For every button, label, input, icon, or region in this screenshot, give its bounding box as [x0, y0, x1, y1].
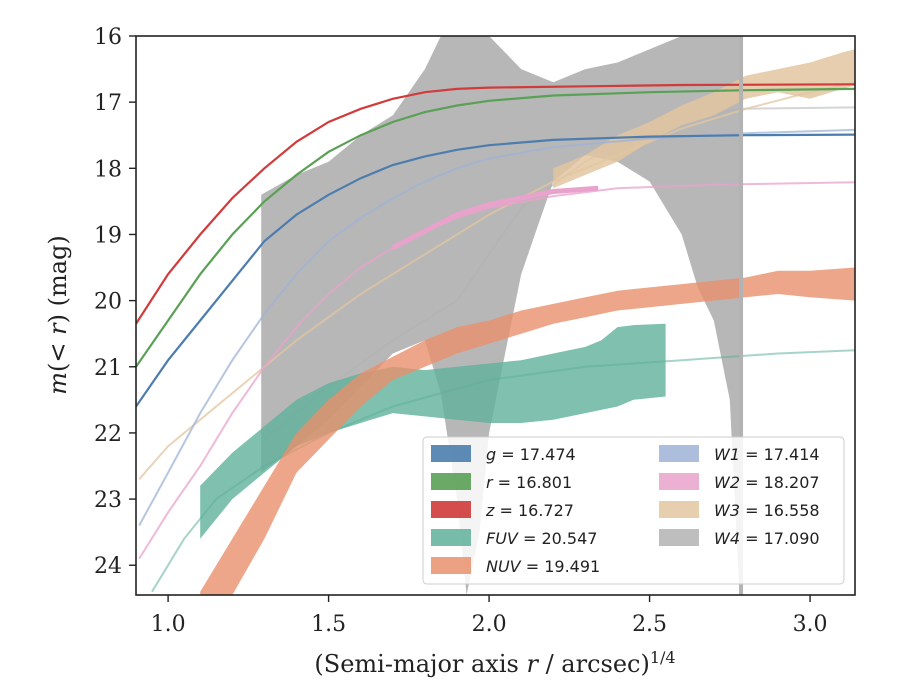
legend-swatch: [659, 501, 699, 518]
legend-label: g = 17.474: [486, 445, 576, 464]
axes: 1.0 1.5 2.0 2.5 3.0 16 17 18 19 20 21 22 23 24: [94, 25, 828, 637]
y-tick-label: 23: [94, 488, 122, 513]
line-g: [136, 133, 855, 408]
legend-item-g: g = 17.474: [431, 445, 576, 464]
legend-swatch: [431, 529, 471, 546]
legend-label: W1 = 17.414: [714, 445, 820, 464]
line-r: [136, 87, 855, 368]
series-fuv: [151, 323, 855, 593]
band-fuv: [200, 323, 666, 539]
legend-label: W4 = 17.090: [714, 529, 820, 548]
plot-area: [136, 36, 855, 595]
legend-swatch: [659, 445, 699, 462]
band-w4: [261, 36, 742, 595]
series-nuv: [200, 267, 855, 595]
series-r: [136, 87, 855, 368]
y-tick-label: 22: [94, 422, 122, 447]
legend-item-w3: W3 = 16.558: [659, 501, 820, 520]
line-w1: [138, 128, 855, 526]
x-axis-title: (Semi-major axis r / arcsec)1/4: [314, 648, 675, 679]
y-axis-title: m(< r) (mag): [44, 235, 72, 395]
legend-swatch: [659, 473, 699, 490]
series-g: [136, 133, 855, 408]
y-tick-label: 21: [94, 356, 122, 381]
legend-label: NUV = 19.491: [486, 557, 600, 576]
legend-swatch: [431, 473, 471, 490]
legend-label: W2 = 18.207: [714, 473, 820, 492]
y-tick-label: 16: [94, 25, 122, 50]
legend-label: r = 16.801: [486, 473, 572, 492]
legend: g = 17.474 r = 16.801 z = 16.727 FUV = 20.5…: [422, 436, 845, 585]
legend-box: [422, 436, 845, 585]
legend-item-w1: W1 = 17.414: [659, 445, 820, 464]
plot-frame: [135, 35, 856, 596]
legend-swatch: [431, 445, 471, 462]
series-w1: [138, 128, 855, 526]
x-tick-label: 1.0: [151, 612, 186, 637]
legend-item-nuv: NUV = 19.491: [431, 557, 600, 576]
segment-w2: [391, 185, 599, 250]
y-tick-label: 20: [94, 290, 122, 315]
legend-item-r: r = 16.801: [431, 473, 572, 492]
line-w3: [138, 81, 855, 480]
line-w2: [138, 181, 855, 560]
legend-item-z: z = 16.727: [431, 501, 574, 520]
legend-swatch: [431, 557, 471, 574]
y-tick-label: 18: [94, 157, 122, 182]
legend-swatch: [659, 529, 699, 546]
x-tick-label: 2.0: [472, 612, 507, 637]
legend-item-w2: W2 = 18.207: [659, 473, 820, 492]
legend-swatch: [431, 501, 471, 518]
x-tick-label: 3.0: [793, 612, 828, 637]
series-z: [136, 83, 855, 325]
line-z: [136, 83, 855, 325]
legend-label: W3 = 16.558: [714, 501, 820, 520]
y-tick-label: 19: [94, 223, 122, 248]
legend-item-fuv: FUV = 20.547: [431, 529, 597, 548]
band-nuv: [200, 267, 855, 595]
legend-item-w4: W4 = 17.090: [659, 529, 820, 548]
legend-label: FUV = 20.547: [486, 529, 597, 548]
y-tick-label: 17: [94, 91, 122, 116]
legend-label: z = 16.727: [485, 501, 574, 520]
x-tick-label: 1.5: [311, 612, 346, 637]
x-tick-label: 2.5: [632, 612, 667, 637]
fit-line-fuv: [151, 349, 855, 593]
y-tick-label: 24: [94, 554, 122, 579]
series-w2: [138, 181, 855, 560]
